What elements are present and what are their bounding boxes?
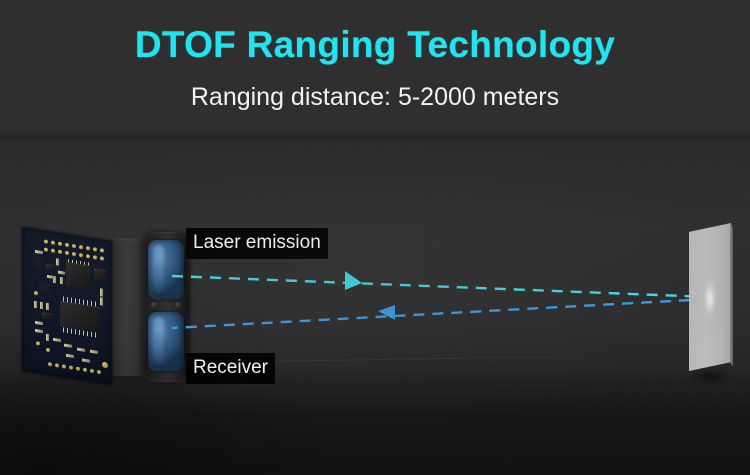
target-shadow [682, 369, 740, 389]
lens-highlight [153, 317, 164, 365]
screw-icon [175, 302, 181, 308]
laser-beam-group [171, 271, 710, 330]
return-beam-arrowhead [378, 305, 395, 320]
header-banner: DTOF Ranging Technology Ranging distance… [0, 0, 750, 141]
emission-beam [171, 274, 710, 299]
label-laser-emission: Laser emission [186, 228, 328, 259]
receiver-lens [148, 312, 184, 372]
scene-vignette [0, 137, 750, 475]
emission-beam-arrowhead [345, 271, 362, 290]
label-receiver: Receiver [186, 353, 275, 384]
lens-highlight [153, 245, 164, 293]
screw-icon [151, 302, 157, 308]
return-beam [171, 297, 710, 330]
target-edge [730, 223, 733, 367]
scene-grain-texture [0, 137, 750, 475]
page-title: DTOF Ranging Technology [134, 24, 616, 65]
emitter-lens [148, 240, 184, 300]
reflective-target-panel [682, 217, 750, 457]
lens-faceplate [142, 232, 190, 382]
scene-illustration: Laser emission Receiver [0, 137, 750, 475]
header-divider [0, 131, 750, 141]
dtof-lidar-module [8, 226, 208, 386]
laser-spot-glow [704, 277, 716, 319]
page-subtitle: Ranging distance: 5-2000 meters [190, 83, 560, 111]
